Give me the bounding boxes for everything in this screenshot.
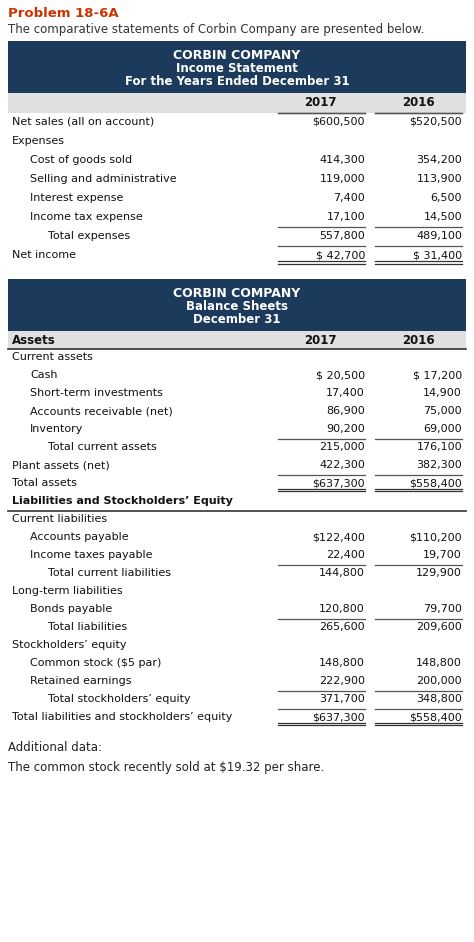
- Text: $558,400: $558,400: [409, 478, 462, 488]
- Text: Current liabilities: Current liabilities: [12, 514, 107, 524]
- Text: $520,500: $520,500: [410, 117, 462, 127]
- Text: 113,900: 113,900: [416, 174, 462, 184]
- Text: Total liabilities: Total liabilities: [48, 622, 127, 632]
- Text: Expenses: Expenses: [12, 136, 65, 146]
- Text: $110,200: $110,200: [410, 532, 462, 542]
- Bar: [8, 331, 466, 349]
- Text: Additional data:: Additional data:: [8, 741, 102, 754]
- Text: 148,800: 148,800: [319, 658, 365, 668]
- Text: The common stock recently sold at $19.32 per share.: The common stock recently sold at $19.32…: [8, 761, 324, 774]
- Text: 215,000: 215,000: [319, 442, 365, 452]
- Text: 557,800: 557,800: [319, 231, 365, 241]
- Text: 90,200: 90,200: [326, 424, 365, 434]
- Text: 69,000: 69,000: [423, 424, 462, 434]
- Text: 19,700: 19,700: [423, 550, 462, 560]
- Text: Net sales (all on account): Net sales (all on account): [12, 117, 154, 127]
- Text: 17,400: 17,400: [326, 388, 365, 398]
- Text: $122,400: $122,400: [312, 532, 365, 542]
- Text: For the Years Ended December 31: For the Years Ended December 31: [125, 75, 349, 88]
- Text: Income taxes payable: Income taxes payable: [30, 550, 153, 560]
- Text: 22,400: 22,400: [326, 550, 365, 560]
- Text: Income Statement: Income Statement: [176, 62, 298, 75]
- Text: Net income: Net income: [12, 250, 76, 260]
- Text: 354,200: 354,200: [416, 155, 462, 165]
- Text: 75,000: 75,000: [423, 406, 462, 416]
- Text: 129,900: 129,900: [416, 568, 462, 578]
- Text: 371,700: 371,700: [319, 694, 365, 704]
- Text: 6,500: 6,500: [430, 193, 462, 203]
- Text: Current assets: Current assets: [12, 352, 93, 362]
- Text: 176,100: 176,100: [416, 442, 462, 452]
- Text: Inventory: Inventory: [30, 424, 83, 434]
- Text: 422,300: 422,300: [319, 460, 365, 470]
- Text: Cash: Cash: [30, 370, 57, 380]
- Text: 79,700: 79,700: [423, 604, 462, 614]
- Text: 86,900: 86,900: [326, 406, 365, 416]
- Text: 2016: 2016: [401, 96, 434, 109]
- Text: 2016: 2016: [401, 334, 434, 347]
- Bar: [8, 279, 466, 331]
- Text: 119,000: 119,000: [319, 174, 365, 184]
- Text: 14,500: 14,500: [423, 212, 462, 222]
- Text: Total expenses: Total expenses: [48, 231, 130, 241]
- Text: Total assets: Total assets: [12, 478, 77, 488]
- Text: 2017: 2017: [304, 334, 336, 347]
- Text: Assets: Assets: [12, 334, 56, 347]
- Text: 382,300: 382,300: [416, 460, 462, 470]
- Text: Cost of goods sold: Cost of goods sold: [30, 155, 132, 165]
- Text: Liabilities and Stockholders’ Equity: Liabilities and Stockholders’ Equity: [12, 496, 233, 506]
- Text: $637,300: $637,300: [312, 712, 365, 722]
- Text: 148,800: 148,800: [416, 658, 462, 668]
- Text: $600,500: $600,500: [312, 117, 365, 127]
- Text: Short-term investments: Short-term investments: [30, 388, 163, 398]
- Text: Common stock ($5 par): Common stock ($5 par): [30, 658, 161, 668]
- Text: Bonds payable: Bonds payable: [30, 604, 112, 614]
- Text: The comparative statements of Corbin Company are presented below.: The comparative statements of Corbin Com…: [8, 23, 424, 36]
- Text: Long-term liabilities: Long-term liabilities: [12, 586, 123, 596]
- Text: Balance Sheets: Balance Sheets: [186, 300, 288, 313]
- Text: Selling and administrative: Selling and administrative: [30, 174, 177, 184]
- Text: $ 17,200: $ 17,200: [413, 370, 462, 380]
- Text: 489,100: 489,100: [416, 231, 462, 241]
- Text: December 31: December 31: [193, 313, 281, 326]
- Text: 348,800: 348,800: [416, 694, 462, 704]
- Text: $558,400: $558,400: [409, 712, 462, 722]
- Bar: [8, 93, 466, 113]
- Text: CORBIN COMPANY: CORBIN COMPANY: [173, 287, 301, 300]
- Text: $ 31,400: $ 31,400: [413, 250, 462, 260]
- Text: Total current assets: Total current assets: [48, 442, 157, 452]
- Text: 7,400: 7,400: [333, 193, 365, 203]
- Text: 144,800: 144,800: [319, 568, 365, 578]
- Text: 14,900: 14,900: [423, 388, 462, 398]
- Text: CORBIN COMPANY: CORBIN COMPANY: [173, 49, 301, 62]
- Text: Income tax expense: Income tax expense: [30, 212, 143, 222]
- Text: 17,100: 17,100: [327, 212, 365, 222]
- Text: 200,000: 200,000: [416, 676, 462, 686]
- Bar: [8, 41, 466, 93]
- Text: $ 42,700: $ 42,700: [316, 250, 365, 260]
- Text: Total current liabilities: Total current liabilities: [48, 568, 171, 578]
- Text: Retained earnings: Retained earnings: [30, 676, 131, 686]
- Text: Accounts payable: Accounts payable: [30, 532, 128, 542]
- Text: Stockholders’ equity: Stockholders’ equity: [12, 640, 127, 650]
- Text: 265,600: 265,600: [319, 622, 365, 632]
- Text: Total stockholders’ equity: Total stockholders’ equity: [48, 694, 191, 704]
- Text: Interest expense: Interest expense: [30, 193, 123, 203]
- Text: 414,300: 414,300: [319, 155, 365, 165]
- Text: 2017: 2017: [304, 96, 336, 109]
- Text: $637,300: $637,300: [312, 478, 365, 488]
- Text: Accounts receivable (net): Accounts receivable (net): [30, 406, 173, 416]
- Text: 209,600: 209,600: [416, 622, 462, 632]
- Text: 222,900: 222,900: [319, 676, 365, 686]
- Text: 120,800: 120,800: [319, 604, 365, 614]
- Text: Total liabilities and stockholders’ equity: Total liabilities and stockholders’ equi…: [12, 712, 232, 722]
- Text: $ 20,500: $ 20,500: [316, 370, 365, 380]
- Text: Plant assets (net): Plant assets (net): [12, 460, 110, 470]
- Text: Problem 18-6A: Problem 18-6A: [8, 7, 118, 20]
